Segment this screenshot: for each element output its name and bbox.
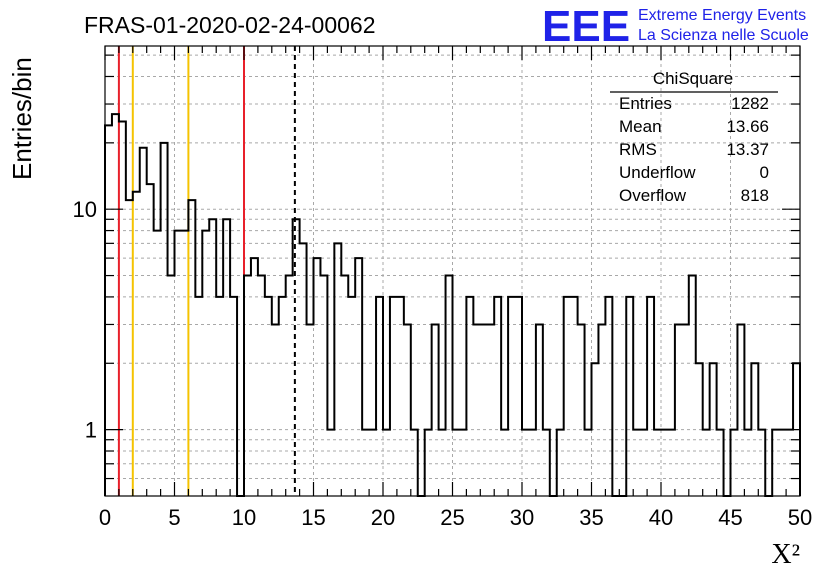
logo-line-1: Extreme Energy Events bbox=[638, 7, 806, 24]
stats-label-underflow: Underflow bbox=[619, 163, 696, 182]
y-tick-label: 1 bbox=[85, 418, 97, 443]
x-axis-title: X² bbox=[771, 539, 800, 570]
x-tick-label: 45 bbox=[718, 505, 742, 530]
x-tick-label: 40 bbox=[649, 505, 673, 530]
y-axis-title: Entries/bin bbox=[7, 57, 37, 180]
logo-mark: EEE bbox=[542, 2, 630, 51]
x-tick-label: 30 bbox=[510, 505, 534, 530]
stats-box-name: ChiSquare bbox=[653, 69, 733, 88]
logo-line-2: La Scienza nelle Scuole bbox=[638, 27, 809, 44]
x-tick-label: 15 bbox=[301, 505, 325, 530]
x-tick-label: 10 bbox=[232, 505, 256, 530]
chart-title: FRAS-01-2020-02-24-00062 bbox=[84, 12, 376, 38]
stats-value-underflow: 0 bbox=[760, 163, 769, 182]
x-tick-label: 25 bbox=[440, 505, 464, 530]
x-tick-label: 35 bbox=[579, 505, 603, 530]
y-tick-label: 10 bbox=[73, 197, 97, 222]
stats-box: ChiSquare Entries 1282 Mean 13.66 RMS 13… bbox=[610, 69, 778, 205]
x-tick-label: 5 bbox=[168, 505, 180, 530]
grid bbox=[105, 46, 800, 496]
x-tick-label: 50 bbox=[788, 505, 812, 530]
stats-value-entries: 1282 bbox=[731, 94, 769, 113]
x-tick-label: 20 bbox=[371, 505, 395, 530]
stats-value-overflow: 818 bbox=[741, 186, 769, 205]
axes: 0 5 10 15 20 25 30 35 40 45 50 1 10 bbox=[73, 46, 812, 530]
eee-logo: EEE Extreme Energy Events La Scienza nel… bbox=[542, 2, 809, 51]
stats-label-entries: Entries bbox=[619, 94, 672, 113]
stats-label-mean: Mean bbox=[619, 117, 662, 136]
x-tick-label: 0 bbox=[99, 505, 111, 530]
stats-value-rms: 13.37 bbox=[726, 140, 769, 159]
marker-lines bbox=[117, 46, 296, 496]
stats-value-mean: 13.66 bbox=[726, 117, 769, 136]
stats-label-overflow: Overflow bbox=[619, 186, 687, 205]
stats-label-rms: RMS bbox=[619, 140, 657, 159]
histogram-series bbox=[104, 113, 801, 497]
